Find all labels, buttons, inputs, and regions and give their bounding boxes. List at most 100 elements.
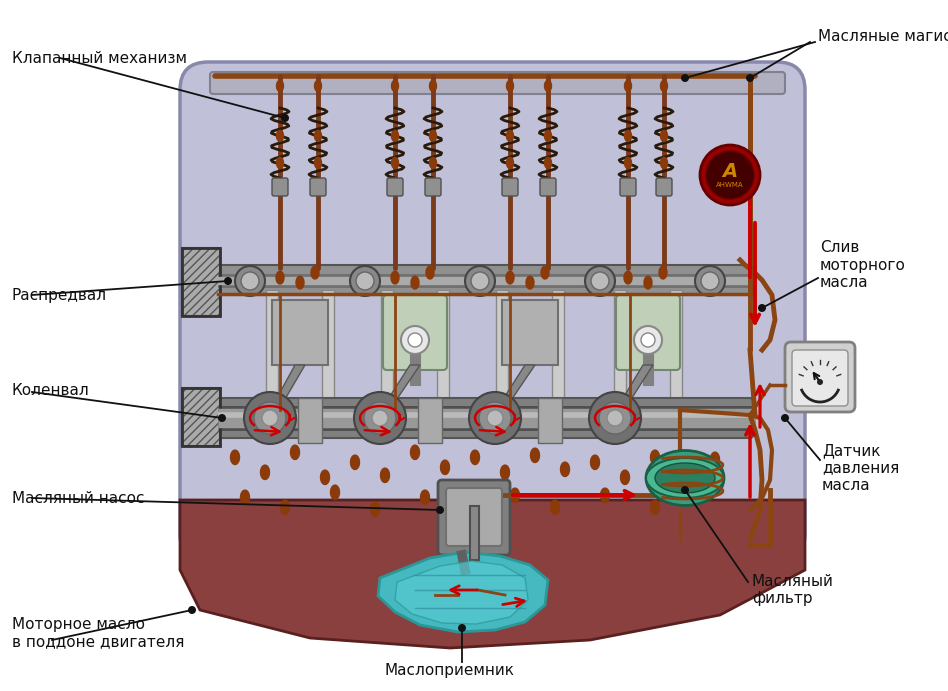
Ellipse shape (646, 458, 724, 498)
Polygon shape (531, 448, 539, 462)
Bar (182, 248, 220, 316)
Polygon shape (421, 490, 429, 504)
Polygon shape (277, 131, 283, 142)
Polygon shape (625, 131, 631, 142)
Text: A: A (722, 162, 738, 180)
Polygon shape (544, 158, 552, 169)
Circle shape (254, 402, 286, 434)
Circle shape (356, 272, 374, 290)
Text: Слив
моторного
масла: Слив моторного масла (820, 240, 906, 290)
Bar (670, 290, 682, 405)
Polygon shape (277, 80, 283, 91)
Bar (381, 290, 393, 405)
Circle shape (469, 392, 521, 444)
Polygon shape (491, 365, 535, 418)
Circle shape (354, 392, 406, 444)
Circle shape (746, 74, 754, 82)
Polygon shape (461, 505, 469, 520)
Polygon shape (681, 465, 689, 480)
Ellipse shape (655, 463, 715, 493)
Polygon shape (351, 455, 359, 469)
FancyBboxPatch shape (383, 295, 447, 370)
Polygon shape (315, 131, 321, 142)
Polygon shape (426, 266, 434, 279)
Polygon shape (625, 80, 631, 91)
Bar (418, 398, 442, 443)
Polygon shape (526, 276, 534, 289)
Circle shape (487, 410, 503, 426)
Polygon shape (395, 561, 528, 624)
FancyBboxPatch shape (785, 342, 855, 412)
Polygon shape (376, 365, 420, 418)
Polygon shape (591, 455, 599, 469)
Bar (614, 290, 626, 405)
Polygon shape (541, 266, 549, 279)
Polygon shape (296, 276, 304, 289)
Bar (496, 290, 508, 405)
Polygon shape (429, 131, 436, 142)
Circle shape (589, 392, 641, 444)
Polygon shape (506, 272, 514, 284)
Circle shape (465, 266, 495, 296)
Polygon shape (544, 131, 552, 142)
Circle shape (401, 326, 429, 354)
FancyBboxPatch shape (425, 178, 441, 196)
Bar (266, 290, 278, 405)
Ellipse shape (646, 451, 724, 506)
Polygon shape (276, 272, 284, 284)
Circle shape (235, 266, 265, 296)
Text: Коленвал: Коленвал (12, 383, 90, 397)
FancyBboxPatch shape (792, 350, 848, 406)
FancyBboxPatch shape (438, 480, 510, 555)
Bar (437, 290, 449, 405)
Polygon shape (441, 460, 449, 475)
Bar (552, 290, 564, 405)
FancyBboxPatch shape (387, 178, 403, 196)
FancyBboxPatch shape (180, 62, 805, 562)
FancyBboxPatch shape (210, 72, 785, 94)
Text: Маслоприемник: Маслоприемник (385, 663, 515, 677)
Circle shape (458, 624, 466, 632)
Text: Масляный
фильтр: Масляный фильтр (752, 574, 834, 606)
Polygon shape (320, 470, 330, 484)
Bar (272, 300, 328, 365)
Polygon shape (392, 131, 398, 142)
Polygon shape (315, 80, 321, 91)
Circle shape (599, 402, 631, 434)
Text: Датчик
давления
масла: Датчик давления масла (822, 443, 900, 493)
Bar (298, 398, 322, 443)
Polygon shape (429, 158, 436, 169)
Text: Клапанный механизм: Клапанный механизм (12, 50, 187, 66)
Polygon shape (281, 500, 289, 515)
Polygon shape (380, 468, 390, 482)
FancyBboxPatch shape (540, 178, 556, 196)
FancyBboxPatch shape (218, 265, 753, 295)
FancyBboxPatch shape (616, 295, 680, 370)
Circle shape (695, 266, 725, 296)
Polygon shape (506, 131, 514, 142)
Polygon shape (661, 131, 667, 142)
Polygon shape (392, 158, 398, 169)
Polygon shape (625, 158, 631, 169)
Polygon shape (277, 158, 283, 169)
Polygon shape (371, 502, 379, 516)
Polygon shape (710, 452, 720, 466)
Polygon shape (266, 365, 305, 418)
Polygon shape (290, 445, 300, 460)
Circle shape (706, 151, 754, 199)
Bar (502, 300, 558, 365)
Text: Масляный насос: Масляный насос (12, 491, 144, 506)
FancyBboxPatch shape (218, 398, 753, 438)
Polygon shape (659, 266, 667, 279)
Bar (182, 388, 220, 446)
Circle shape (224, 277, 232, 285)
Circle shape (634, 326, 662, 354)
Circle shape (479, 402, 511, 434)
Circle shape (281, 114, 289, 122)
Polygon shape (315, 158, 321, 169)
Polygon shape (230, 450, 240, 464)
Circle shape (817, 379, 823, 385)
Circle shape (372, 410, 388, 426)
FancyBboxPatch shape (502, 178, 518, 196)
Polygon shape (241, 490, 249, 504)
